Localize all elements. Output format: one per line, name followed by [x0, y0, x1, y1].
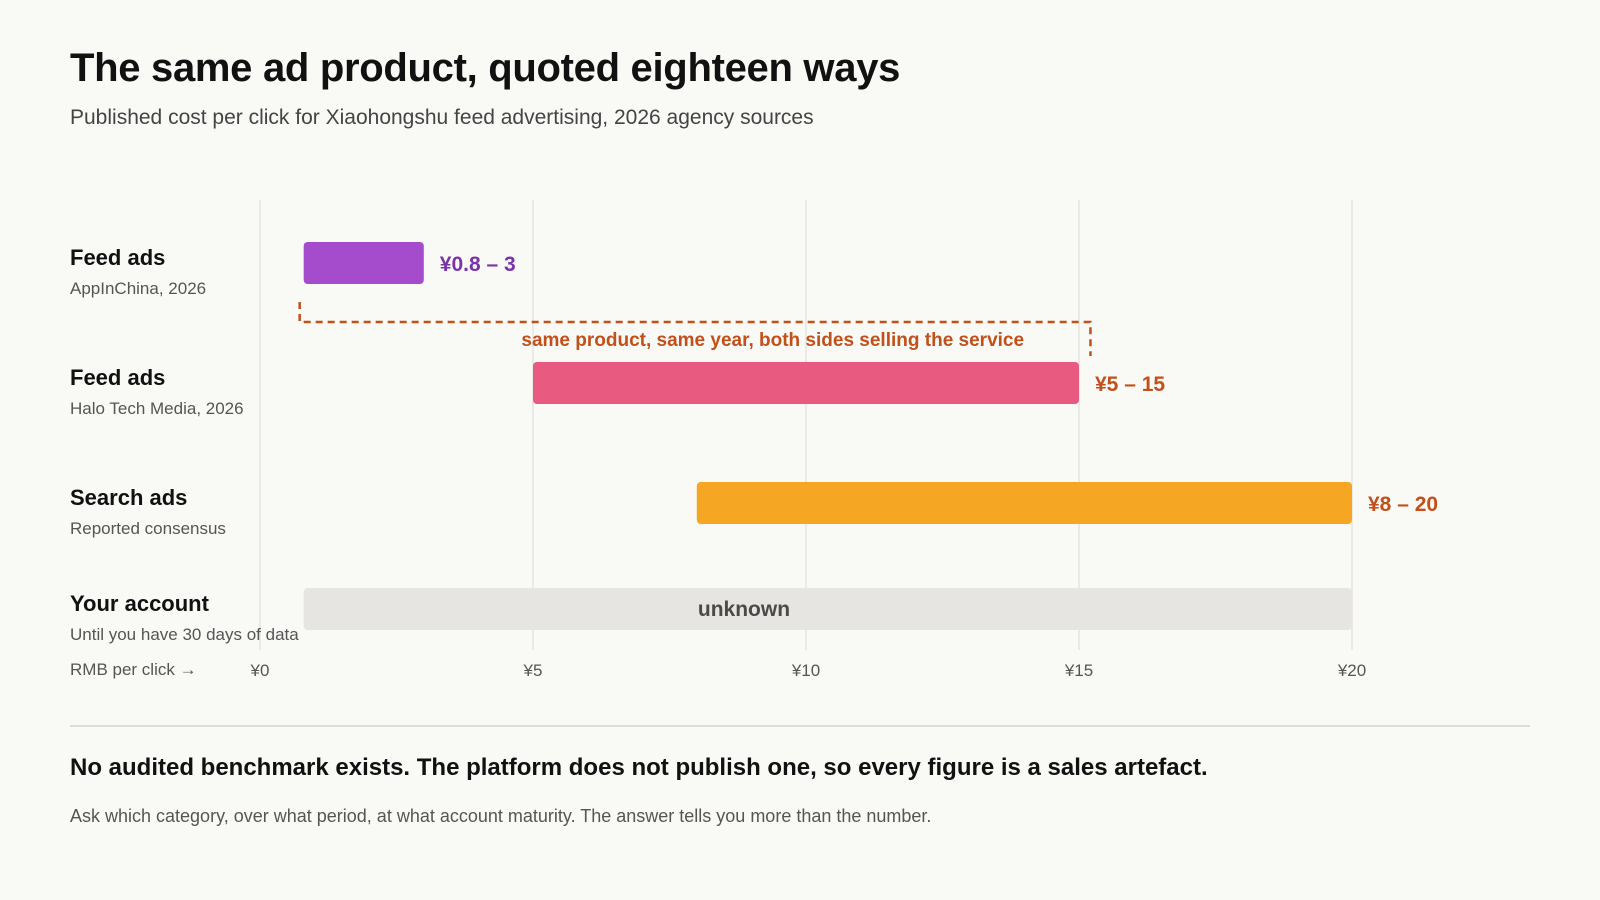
- bar-value-label: ¥0.8 – 3: [440, 253, 516, 276]
- row-source: Until you have 30 days of data: [70, 625, 299, 644]
- takeaway-text: No audited benchmark exists. The platfor…: [70, 754, 1208, 781]
- annotation-label: same product, same year, both sides sell…: [521, 330, 1024, 351]
- divider: [70, 725, 1530, 727]
- page-subtitle: Published cost per click for Xiaohongshu…: [70, 106, 814, 129]
- footnote-text: Ask which category, over what period, at…: [70, 806, 932, 826]
- range-bar: [303, 242, 424, 284]
- bar-value-label: unknown: [698, 598, 790, 621]
- x-tick-label: ¥5: [523, 661, 543, 680]
- row-title: Your account: [70, 591, 209, 616]
- bar-value-label: ¥5 – 15: [1095, 373, 1165, 396]
- row-label-search: Search ads Reported consensus: [70, 485, 226, 539]
- page-title: The same ad product, quoted eighteen way…: [70, 46, 901, 90]
- chart-tick-labels: ¥0 ¥5 ¥10 ¥15 ¥20: [250, 661, 1367, 680]
- x-tick-label: ¥20: [1337, 661, 1366, 680]
- row-title: Feed ads: [70, 365, 166, 390]
- chart-bars: ¥0.8 – 3 ¥5 – 15 ¥8 – 20 unknown: [303, 242, 1438, 630]
- chart-annotation: same product, same year, both sides sell…: [298, 302, 1092, 356]
- x-tick-label: ¥0: [250, 661, 270, 680]
- range-bar: [696, 482, 1352, 524]
- row-label-feed-appinchina: Feed ads AppInChina, 2026: [70, 245, 206, 299]
- row-title: Feed ads: [70, 245, 166, 270]
- row-source: Reported consensus: [70, 519, 226, 538]
- row-source: AppInChina, 2026: [70, 279, 207, 298]
- x-tick-label: ¥10: [791, 661, 820, 680]
- row-label-your-account: Your account Until you have 30 days of d…: [70, 591, 299, 645]
- range-bar: [303, 588, 1353, 630]
- axis-caption: RMB per click →: [70, 660, 197, 679]
- row-title: Search ads: [70, 485, 188, 510]
- range-bar-chart: ¥0.8 – 3 ¥5 – 15 ¥8 – 20 unknown same produ…: [250, 200, 1438, 680]
- row-label-feed-halo: Feed ads Halo Tech Media, 2026: [70, 365, 244, 419]
- range-bar: [533, 362, 1079, 404]
- bar-value-label: ¥8 – 20: [1368, 493, 1438, 516]
- x-tick-label: ¥15: [1064, 661, 1093, 680]
- row-source: Halo Tech Media, 2026: [70, 399, 244, 418]
- chart-gridlines: [259, 200, 1353, 650]
